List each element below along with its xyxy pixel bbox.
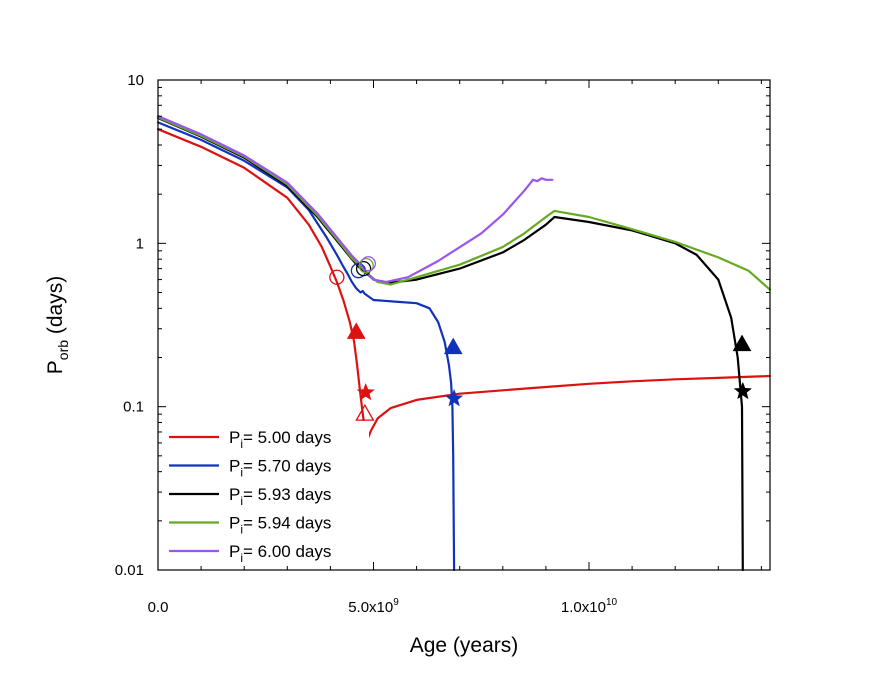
- y-tick-label: 0.1: [123, 399, 144, 416]
- marker-triangle-filled: [346, 322, 366, 339]
- marker-triangle-filled: [443, 337, 463, 355]
- series-line-5: [156, 115, 554, 284]
- x-axis-label: Age (years): [410, 634, 519, 657]
- legend-label-2: Pi= 5.70 days: [229, 457, 331, 480]
- series-line-4: [156, 116, 772, 291]
- legend-label-4: Pi= 5.94 days: [229, 514, 331, 537]
- marker-star: [356, 382, 375, 401]
- marker-layer: [329, 256, 753, 421]
- marker-star: [444, 388, 464, 407]
- marker-circle: [329, 269, 345, 285]
- marker-circle: [358, 258, 374, 274]
- legend-label-3: Pi= 5.93 days: [229, 485, 331, 508]
- y-axis-label-sub: orb: [55, 340, 71, 360]
- y-axis-label: Porb (days): [44, 276, 71, 374]
- marker-triangle-open: [355, 403, 375, 421]
- x-tick-label: 0.0: [148, 599, 169, 616]
- legend-label-1: Pi= 5.00 days: [229, 428, 331, 451]
- marker-circle: [360, 256, 376, 272]
- marker-star: [733, 381, 753, 400]
- x-tick-label: 5.0x109: [348, 597, 399, 616]
- x-tick-label: 1.0x1010: [561, 597, 618, 616]
- series-line-1: [156, 128, 772, 442]
- legend-label-5: Pi= 6.00 days: [229, 542, 331, 565]
- plot-frame: [157, 79, 771, 571]
- y-tick-label: 1: [136, 235, 144, 252]
- y-tick-label: 0.01: [115, 562, 144, 579]
- marker-circle: [355, 260, 372, 277]
- series-line-2: [156, 121, 456, 572]
- y-tick-label: 10: [127, 72, 144, 89]
- tick-layer: 0.01 0.1 1 10 0.0 5.0x109 1.0x1010: [115, 72, 770, 616]
- y-axis-label-main: P: [44, 360, 67, 374]
- marker-triangle-filled: [732, 334, 752, 352]
- y-axis-label-rest: (days): [44, 276, 67, 340]
- legend: Pi= 5.00 days Pi= 5.70 days Pi= 5.93 days P…: [164, 421, 369, 565]
